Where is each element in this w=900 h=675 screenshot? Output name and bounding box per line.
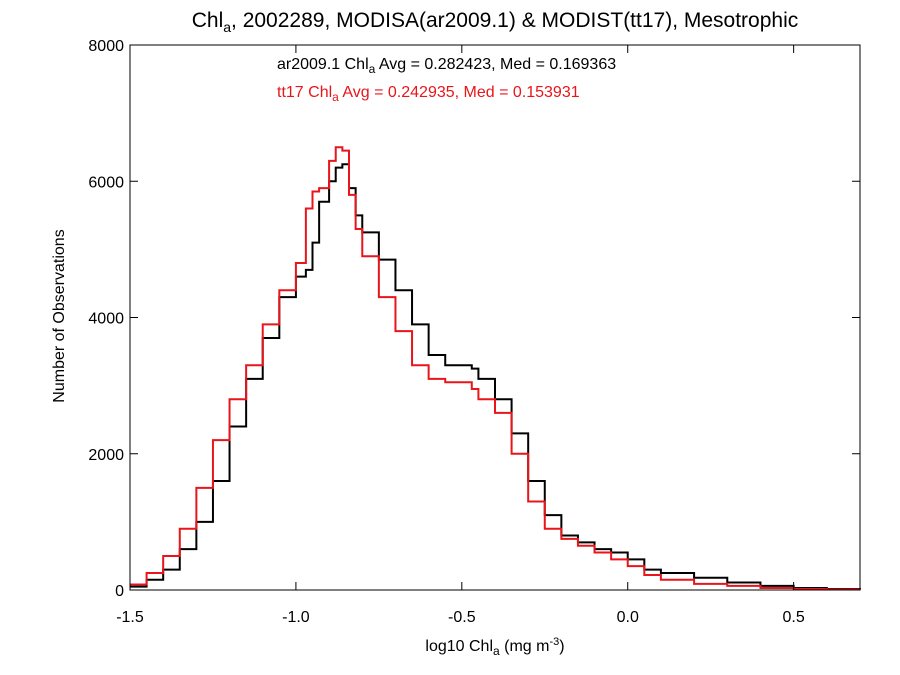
annotations: ar2009.1 Chla Avg = 0.282423, Med = 0.16…: [277, 56, 616, 104]
axis-ticks: -1.5 -1.0 -0.5 0.0 0.5 0 2000 4000 6000 8000: [88, 38, 860, 626]
series-line-ar2009: [130, 163, 861, 590]
x-tick-label: 0.5: [783, 609, 805, 626]
y-tick-label: 4000: [88, 311, 124, 328]
x-tick-label: -1.5: [116, 609, 144, 626]
y-tick-label: 6000: [88, 174, 124, 191]
annotation-ar2009: ar2009.1 Chla Avg = 0.282423, Med = 0.16…: [277, 56, 616, 76]
y-axis-label: Number of Observations: [51, 229, 68, 402]
annotation-tt17: tt17 Chla Avg = 0.242935, Med = 0.153931: [277, 84, 580, 104]
x-tick-label: -0.5: [448, 609, 476, 626]
plot-frame: [129, 44, 861, 591]
y-tick-label: 8000: [88, 38, 124, 55]
x-tick-label: -1.0: [282, 609, 310, 626]
x-axis-label: log10 Chla (mg m-3): [425, 636, 564, 658]
x-tick-label: 0.0: [617, 609, 639, 626]
series-line-tt17: [130, 146, 861, 591]
y-tick-label: 2000: [88, 447, 124, 464]
plot-marks: [130, 146, 861, 591]
y-tick-label: 0: [115, 583, 124, 600]
chart-title: Chla, 2002289, MODISA(ar2009.1) & MODIST…: [192, 9, 799, 35]
